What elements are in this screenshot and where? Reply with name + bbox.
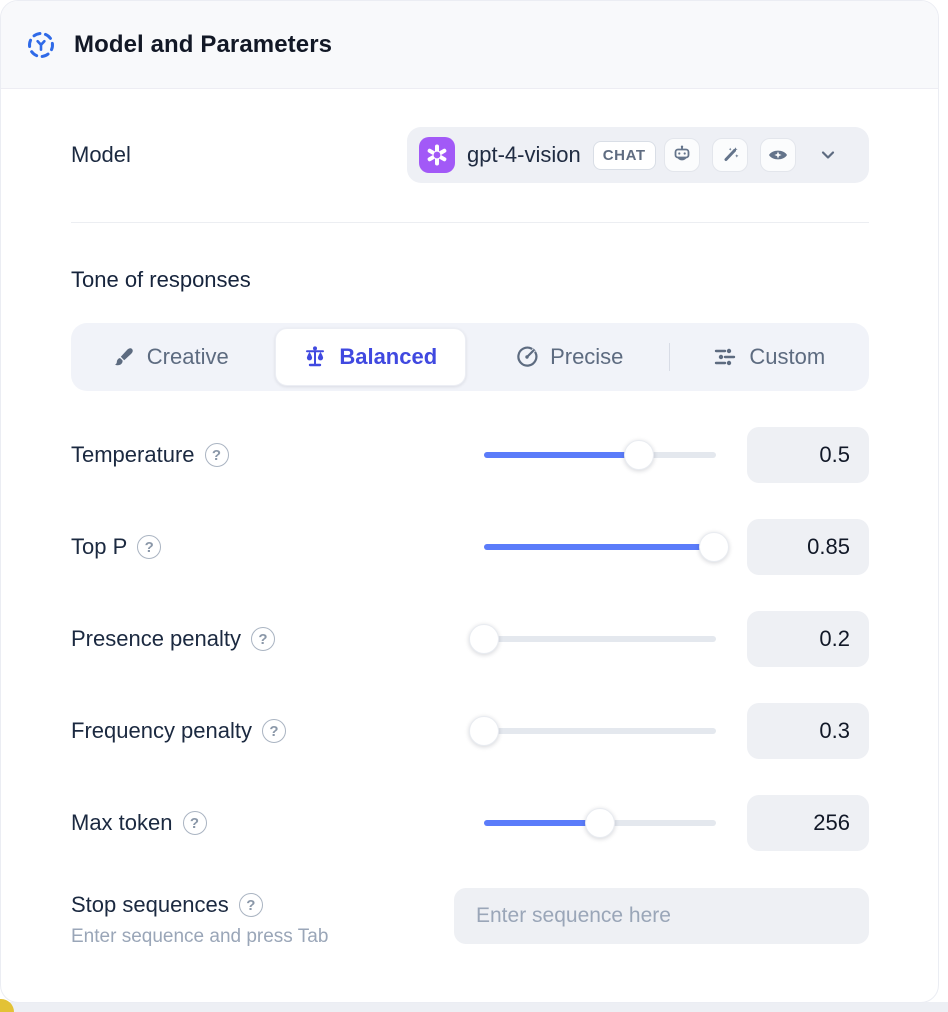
model-row: Model gpt-4-vi <box>71 127 869 183</box>
stop-sequences-labels: Stop sequences ? Enter sequence and pres… <box>71 888 454 948</box>
help-icon[interactable]: ? <box>238 893 263 917</box>
max-token-row: Max token ? 256 <box>71 795 869 851</box>
background-accent <box>0 999 14 1012</box>
temperature-value[interactable]: 0.5 <box>747 427 869 483</box>
temperature-slider[interactable] <box>484 439 716 471</box>
section-divider <box>71 222 869 223</box>
presence-penalty-value[interactable]: 0.2 <box>747 611 869 667</box>
model-hub-icon <box>25 29 57 61</box>
presence-penalty-row: Presence penalty ? 0.2 <box>71 611 869 667</box>
top-p-slider[interactable] <box>484 531 729 563</box>
presence-penalty-slider[interactable] <box>469 623 716 655</box>
slider-rail <box>484 636 716 642</box>
model-label: Model <box>71 142 131 167</box>
paintbrush-icon <box>113 346 135 368</box>
top-p-label: Top P <box>71 534 128 559</box>
stop-sequences-label: Stop sequences <box>71 892 229 917</box>
tab-precise-label: Precise <box>550 344 624 369</box>
tab-creative[interactable]: Creative <box>71 323 271 391</box>
temperature-label: Temperature <box>71 442 195 467</box>
stop-sequences-hint: Enter sequence and press Tab <box>71 926 329 947</box>
help-icon[interactable]: ? <box>137 535 162 559</box>
slider-rail <box>484 728 716 734</box>
magic-wand-icon <box>711 138 748 172</box>
frequency-penalty-value[interactable]: 0.3 <box>747 703 869 759</box>
slider-fill <box>484 544 714 550</box>
vision-eye-icon <box>759 138 796 172</box>
tab-creative-label: Creative <box>146 344 229 369</box>
model-select-dropdown[interactable]: gpt-4-vision CHAT <box>407 127 869 183</box>
param-label-wrap: Presence penalty ? <box>71 626 484 652</box>
robot-icon <box>663 138 700 172</box>
help-icon[interactable]: ? <box>182 811 207 835</box>
panel-body: Model gpt-4-vi <box>1 127 938 948</box>
target-icon <box>516 346 538 368</box>
param-label-wrap: Top P ? <box>71 534 484 560</box>
sliders-icon <box>713 345 737 369</box>
openai-logo-icon <box>419 137 455 173</box>
slider-thumb[interactable] <box>624 440 655 470</box>
tab-custom-label: Custom <box>749 344 826 369</box>
tone-section-title: Tone of responses <box>71 267 251 292</box>
tab-custom[interactable]: Custom <box>670 323 870 391</box>
tab-precise[interactable]: Precise <box>470 323 670 391</box>
chat-type-badge: CHAT <box>592 140 656 170</box>
chevron-down-icon <box>818 145 838 165</box>
max-token-label: Max token <box>71 810 173 835</box>
selected-model-name: gpt-4-vision <box>467 142 581 167</box>
help-icon[interactable]: ? <box>251 627 275 651</box>
help-icon[interactable]: ? <box>204 443 229 467</box>
param-label-wrap: Max token ? <box>71 810 484 836</box>
slider-fill <box>484 452 640 458</box>
stop-sequences-row: Stop sequences ? Enter sequence and pres… <box>71 888 869 948</box>
frequency-penalty-slider[interactable] <box>469 715 716 747</box>
temperature-row: Temperature ? 0.5 <box>71 427 869 483</box>
top-p-row: Top P ? 0.85 <box>71 519 869 575</box>
panel-title: Model and Parameters <box>74 30 333 58</box>
max-token-slider[interactable] <box>484 807 716 839</box>
presence-penalty-label: Presence penalty <box>71 626 241 651</box>
balance-scale-icon <box>303 345 327 369</box>
stop-sequence-input[interactable] <box>454 888 869 944</box>
panel-header: Model and Parameters <box>1 1 938 89</box>
slider-thumb[interactable] <box>698 532 729 562</box>
slider-thumb[interactable] <box>469 624 499 654</box>
frequency-penalty-label: Frequency penalty <box>71 718 252 743</box>
slider-fill <box>484 820 600 826</box>
top-p-value[interactable]: 0.85 <box>747 519 869 575</box>
slider-thumb[interactable] <box>585 808 615 838</box>
slider-thumb[interactable] <box>469 716 499 746</box>
frequency-penalty-row: Frequency penalty ? 0.3 <box>71 703 869 759</box>
page-background-strip <box>0 1002 948 1012</box>
max-token-value[interactable]: 256 <box>747 795 869 851</box>
tab-balanced-label: Balanced <box>339 344 438 369</box>
tab-balanced[interactable]: Balanced <box>274 328 466 386</box>
param-label-wrap: Temperature ? <box>71 442 484 468</box>
tab-divider <box>669 343 670 371</box>
help-icon[interactable]: ? <box>262 719 286 743</box>
param-label-wrap: Frequency penalty ? <box>71 718 484 744</box>
tone-tab-group: Creative Balanced <box>71 323 869 391</box>
